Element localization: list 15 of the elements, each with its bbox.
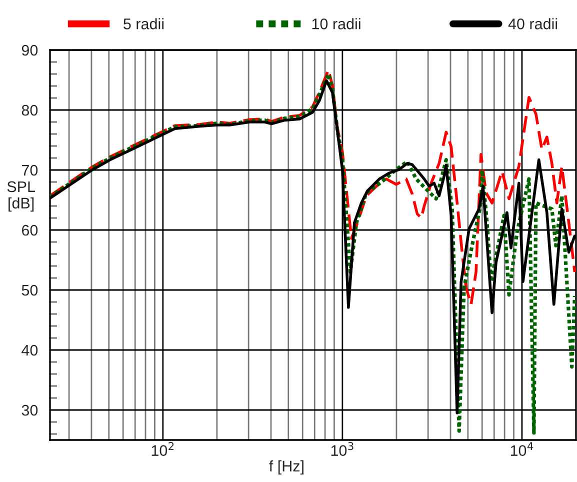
y-tick-label: 30 [22,404,38,416]
legend-label: 40 radii [508,18,558,30]
y-tick-label: 70 [22,164,38,176]
y-axis-title: SPL [dB] [7,181,35,212]
y-tick-label: 90 [22,44,38,56]
x-tick-label: 10$^{2}$ [152,442,174,456]
legend-label: 10 radii [312,18,360,30]
x-axis-title: f [Hz] [269,460,304,475]
x-tick-label: 10$^{4}$ [510,442,534,456]
x-tick-label: 10$^{3}$ [331,442,354,456]
y-tick-label: 60 [22,224,38,236]
legend-label: 5 radii [124,18,164,30]
y-tick-label: 80 [22,104,38,116]
y-tick-label: 40 [22,344,38,356]
y-tick-label: 50 [22,284,38,296]
